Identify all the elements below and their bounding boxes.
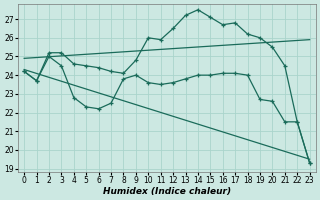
X-axis label: Humidex (Indice chaleur): Humidex (Indice chaleur) (103, 187, 231, 196)
